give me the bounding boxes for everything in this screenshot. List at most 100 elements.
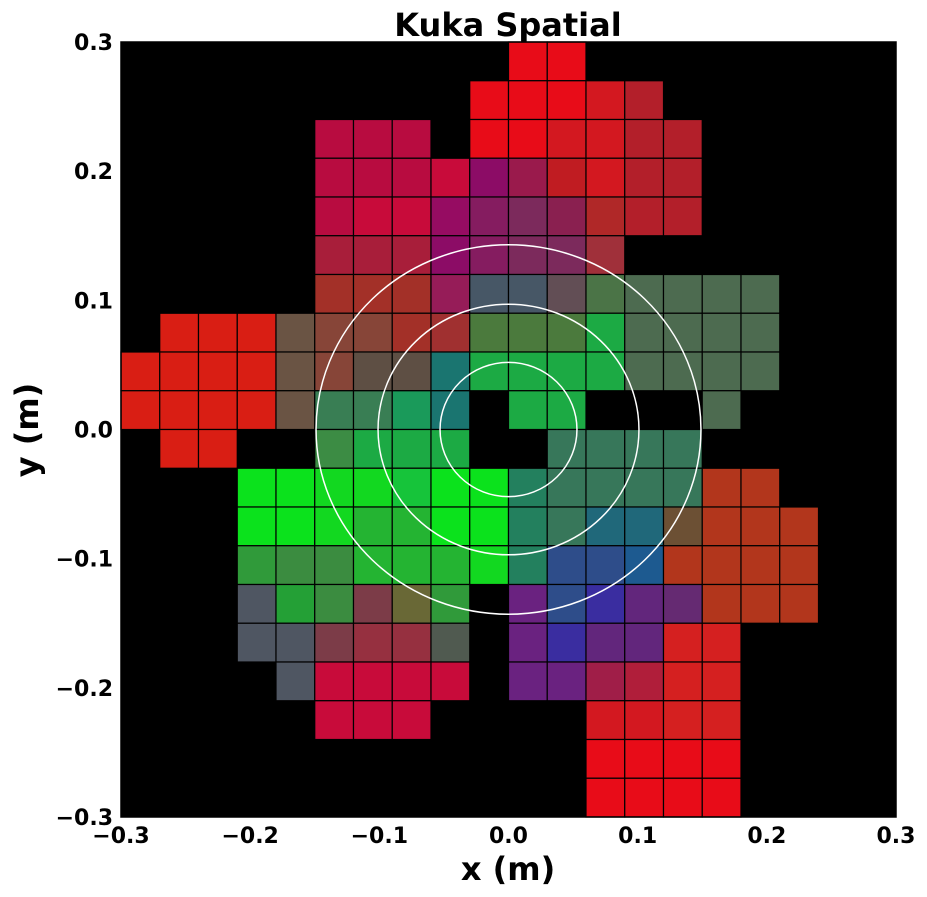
heatmap-cell [430, 390, 471, 431]
heatmap-cell [507, 545, 548, 586]
heatmap-cell [314, 428, 355, 469]
heatmap-cell [585, 196, 626, 237]
heatmap-cell [507, 312, 548, 353]
heatmap-cell [624, 700, 665, 741]
heatmap-cell [701, 467, 742, 508]
heatmap-cell [314, 196, 355, 237]
heatmap-cell [546, 118, 587, 159]
heatmap-cell [275, 312, 316, 353]
heatmap-cell [740, 545, 781, 586]
heatmap-cell [236, 390, 277, 431]
heatmap-cell [624, 273, 665, 314]
heatmap-cell [624, 506, 665, 547]
x-tick-label: 0.0 [489, 824, 528, 849]
heatmap-cell [314, 351, 355, 392]
heatmap-cell [662, 545, 703, 586]
heatmap-cell [469, 157, 510, 198]
heatmap-cell [662, 157, 703, 198]
heatmap-cell [624, 738, 665, 779]
heatmap-cell [701, 777, 742, 818]
heatmap-cell [624, 583, 665, 624]
heatmap-cell [430, 235, 471, 276]
heatmap-cell [120, 390, 161, 431]
heatmap-cell [352, 506, 393, 547]
heatmap-cell [352, 428, 393, 469]
heatmap-cell [469, 118, 510, 159]
heatmap-cell [197, 390, 238, 431]
ellipse-layer [315, 244, 702, 615]
heatmap-cell [236, 622, 277, 663]
heatmap-cell [779, 506, 820, 547]
heatmap-cell [507, 506, 548, 547]
heatmap-cell [662, 506, 703, 547]
heatmap-cell [352, 661, 393, 702]
heatmap-cell [624, 777, 665, 818]
x-axis-ticks: −0.3 −0.2 −0.1 0.0 0.1 0.2 0.3 [92, 824, 915, 849]
heatmap-cell [275, 622, 316, 663]
x-tick-label: −0.1 [351, 824, 408, 849]
heatmap-cell [314, 118, 355, 159]
heatmap-cell [624, 467, 665, 508]
heatmap-cell [546, 428, 587, 469]
heatmap-cell [507, 661, 548, 702]
x-tick-label: 0.3 [877, 824, 916, 849]
heatmap-cell [159, 312, 200, 353]
y-axis-ticks: 0.3 0.2 0.1 0.0 −0.1 −0.2 −0.3 [56, 31, 113, 831]
heatmap-cell [507, 196, 548, 237]
heatmap-cell [469, 80, 510, 121]
heatmap-cell [624, 622, 665, 663]
heatmap-cell [507, 390, 548, 431]
cell-layer [120, 41, 820, 818]
heatmap-cell [779, 545, 820, 586]
heatmap-cell [507, 80, 548, 121]
heatmap-cell [469, 506, 510, 547]
heatmap-cell [662, 351, 703, 392]
heatmap-cell [662, 661, 703, 702]
heatmap-cell [507, 235, 548, 276]
heatmap-cell [352, 700, 393, 741]
heatmap-cell [662, 118, 703, 159]
heatmap-cell [352, 351, 393, 392]
heatmap-cell [624, 80, 665, 121]
heatmap-cell [391, 467, 432, 508]
heatmap-cell [352, 118, 393, 159]
heatmap-cell [662, 467, 703, 508]
heatmap-cell [701, 738, 742, 779]
y-axis-label: y (m) [8, 383, 46, 478]
heatmap-cell [469, 196, 510, 237]
heatmap-cell [314, 235, 355, 276]
heatmap-cell [159, 428, 200, 469]
y-tick-label: −0.3 [56, 806, 113, 831]
heatmap-cell [585, 351, 626, 392]
heatmap-cell [740, 583, 781, 624]
x-tick-label: −0.3 [92, 824, 149, 849]
heatmap-cell [430, 506, 471, 547]
heatmap-cell [701, 700, 742, 741]
heatmap-cell [314, 312, 355, 353]
heatmap-cell [236, 351, 277, 392]
heatmap-cell [546, 80, 587, 121]
heatmap-cell [469, 235, 510, 276]
heatmap-cell [391, 157, 432, 198]
heatmap-cell [546, 196, 587, 237]
heatmap-cell [352, 390, 393, 431]
heatmap-cell [352, 273, 393, 314]
heatmap-cell [701, 661, 742, 702]
heatmap-cell [507, 157, 548, 198]
heatmap-cell [314, 467, 355, 508]
heatmap-cell [701, 506, 742, 547]
heatmap-cell [779, 583, 820, 624]
heatmap-cell [469, 351, 510, 392]
heatmap-cell [507, 41, 548, 82]
heatmap-cell [585, 622, 626, 663]
covariance-ellipse [315, 244, 702, 615]
heatmap-cell [585, 738, 626, 779]
heatmap-cell [236, 312, 277, 353]
covariance-ellipse [377, 303, 640, 556]
heatmap-cell [159, 351, 200, 392]
heatmap-cell [430, 157, 471, 198]
heatmap-cell [391, 273, 432, 314]
heatmap-cell [585, 273, 626, 314]
heatmap-cell [507, 118, 548, 159]
heatmap-cell [585, 235, 626, 276]
